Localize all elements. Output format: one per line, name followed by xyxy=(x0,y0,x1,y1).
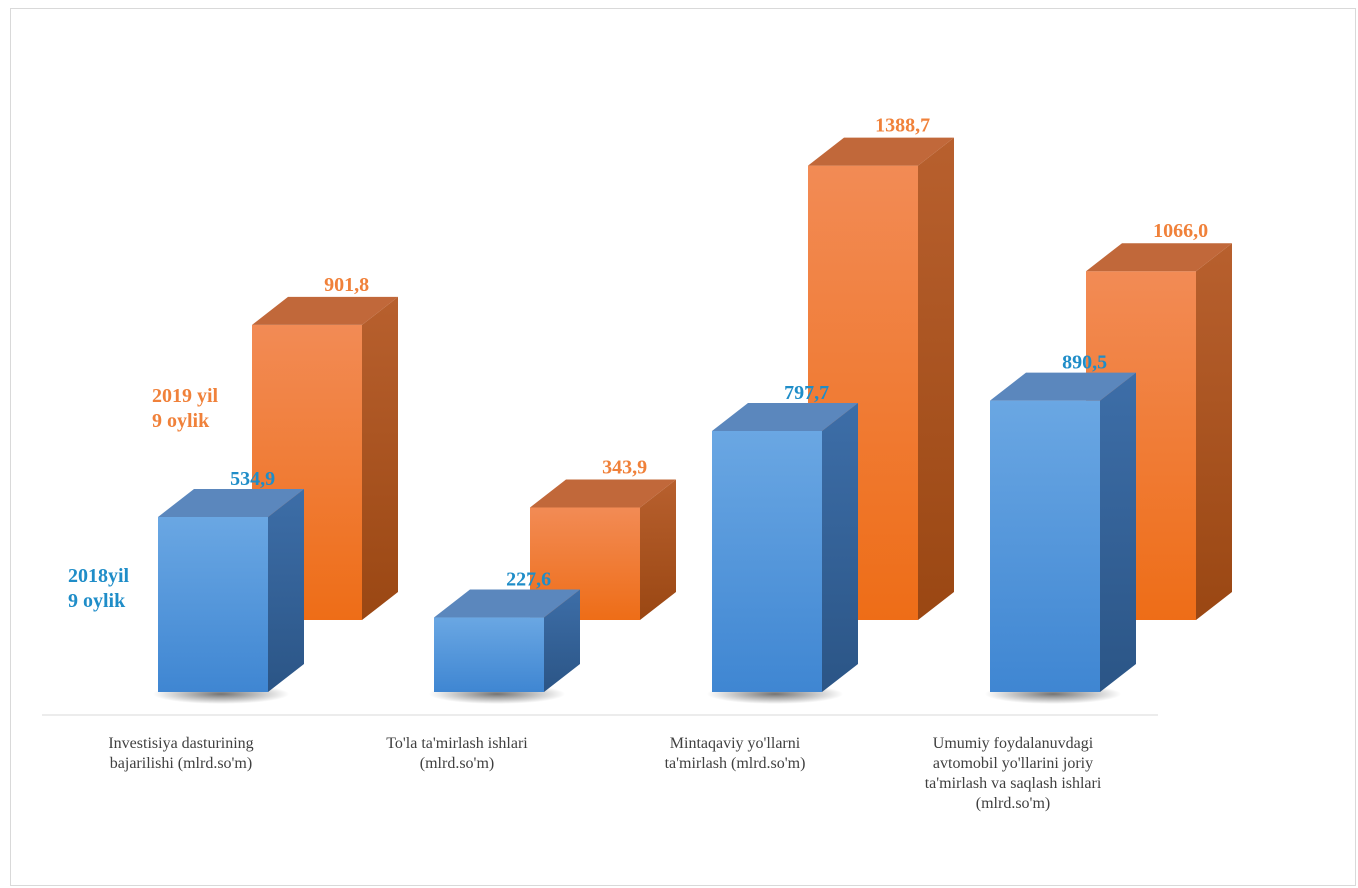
value-label-2019-3: 1066,0 xyxy=(1153,220,1208,242)
bar-2019-1 xyxy=(530,479,676,620)
value-label-2019-2: 1388,7 xyxy=(875,115,930,137)
value-label-2018-0: 534,9 xyxy=(230,468,275,490)
bar-2018-1-side xyxy=(544,589,580,692)
series-label-2019: 2019 yil 9 oylik xyxy=(152,385,219,432)
value-label-2019-0: 901,8 xyxy=(324,274,369,296)
bar-2019-1-top xyxy=(530,479,676,508)
category-label-2: Mintaqaviy yo'llarni ta'mirlash (mlrd.so… xyxy=(664,735,806,772)
bar-2018-3-front xyxy=(990,400,1100,692)
value-label-2018-3: 890,5 xyxy=(1062,352,1107,374)
bar-2018-0-top xyxy=(158,488,304,517)
category-label-3: Umumiy foydalanuvdagi avtomobil yo'llari… xyxy=(924,735,1102,812)
bar-2018-0-front xyxy=(158,516,268,692)
bar-2018-3-top xyxy=(990,372,1136,401)
bar-2018-0 xyxy=(158,488,304,692)
bar-2019-2-side xyxy=(918,137,954,620)
category-label-1: To'la ta'mirlash ishlari (mlrd.so'm) xyxy=(386,735,528,772)
bar-2018-0-side xyxy=(268,488,304,692)
bar-2018-2 xyxy=(712,402,858,692)
chart-frame xyxy=(10,8,1356,886)
bar-2018-2-top xyxy=(712,402,858,431)
series-label-2018: 2018yil 9 oylik xyxy=(68,565,130,612)
bar-2019-3-side xyxy=(1196,243,1232,620)
bar-2018-3 xyxy=(990,372,1136,692)
bar-2019-0-side xyxy=(362,296,398,620)
bar-2018-2-front xyxy=(712,430,822,692)
bar-2018-1-top xyxy=(434,589,580,618)
bar-2018-1-front xyxy=(434,617,544,692)
bar-2019-3-top xyxy=(1086,243,1232,272)
value-label-2018-1: 227,6 xyxy=(506,569,551,591)
bar-2019-1-side xyxy=(640,479,676,620)
bar-2018-1 xyxy=(434,589,580,692)
bar-2019-0-top xyxy=(252,296,398,325)
bar-2018-3-side xyxy=(1100,372,1136,692)
value-label-2019-1: 343,9 xyxy=(602,456,647,478)
value-label-2018-2: 797,7 xyxy=(784,382,829,404)
bar-2019-2-top xyxy=(808,137,954,166)
category-label-0: Investisiya dasturining bajarilishi (mlr… xyxy=(108,735,254,772)
bar-2018-2-side xyxy=(822,402,858,692)
